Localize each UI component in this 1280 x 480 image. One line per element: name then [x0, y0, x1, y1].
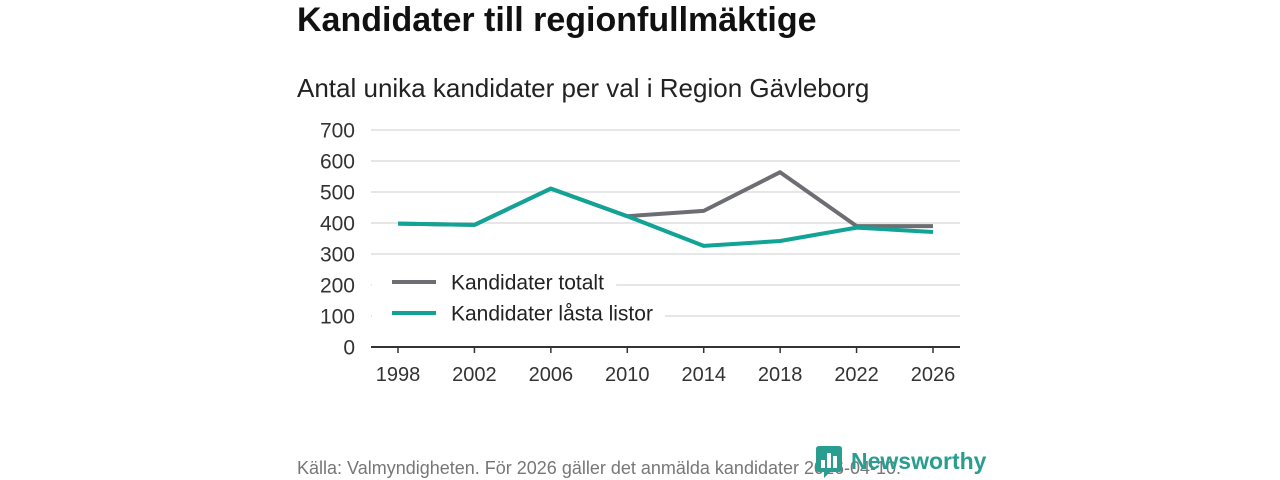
x-tick-label-2022: 2022 [834, 364, 879, 386]
x-tick-label-1998: 1998 [376, 364, 421, 386]
legend-label-kandidater-totalt: Kandidater totalt [451, 272, 604, 295]
legend-item-kandidater-totalt: Kandidater totalt [372, 267, 617, 297]
x-tick-label-2014: 2014 [681, 364, 726, 386]
series-line-kandidater-lasta-listor [397, 186, 934, 248]
y-tick-label-700: 700 [320, 120, 355, 143]
y-tick-label-0: 0 [343, 337, 355, 360]
x-tick-label-2018: 2018 [758, 364, 803, 386]
legend: Kandidater totalt Kandidater låsta listor [372, 267, 665, 328]
y-tick-label-400: 400 [320, 213, 355, 236]
x-tick-label-2002: 2002 [452, 364, 497, 386]
y-tick-label-500: 500 [320, 182, 355, 205]
newsworthy-logo-icon [816, 446, 842, 478]
y-tick-label-300: 300 [320, 244, 355, 267]
x-tick-label-2026: 2026 [911, 364, 956, 386]
y-tick-label-600: 600 [320, 151, 355, 174]
legend-label-kandidater-lasta-listor: Kandidater låsta listor [451, 303, 653, 326]
newsworthy-logo: Newsworthy [815, 445, 986, 479]
line-chart: 0 100 200 300 400 500 600 700 1998 2002 2006 2010 2… [320, 120, 960, 386]
x-tick-label-2010: 2010 [605, 364, 650, 386]
y-axis-labels: 0 100 200 300 400 500 600 700 [320, 120, 355, 360]
y-tick-label-200: 200 [320, 275, 355, 298]
series-lines [397, 170, 934, 248]
x-tick-label-2006: 2006 [529, 364, 574, 386]
source-note: Källa: Valmyndigheten. För 2026 gäller d… [297, 458, 902, 478]
series-line-kandidater-totalt [397, 170, 933, 229]
logo-text: Newsworthy [851, 448, 987, 474]
x-axis: 1998 2002 2006 2010 2014 2018 2022 2026 [371, 346, 960, 386]
y-tick-label-100: 100 [320, 306, 355, 329]
chart-subtitle: Antal unika kandidater per val i Region … [297, 73, 870, 103]
chart-title: Kandidater till regionfullmäktige [297, 1, 817, 39]
legend-item-kandidater-lasta-listor: Kandidater låsta listor [372, 298, 665, 328]
